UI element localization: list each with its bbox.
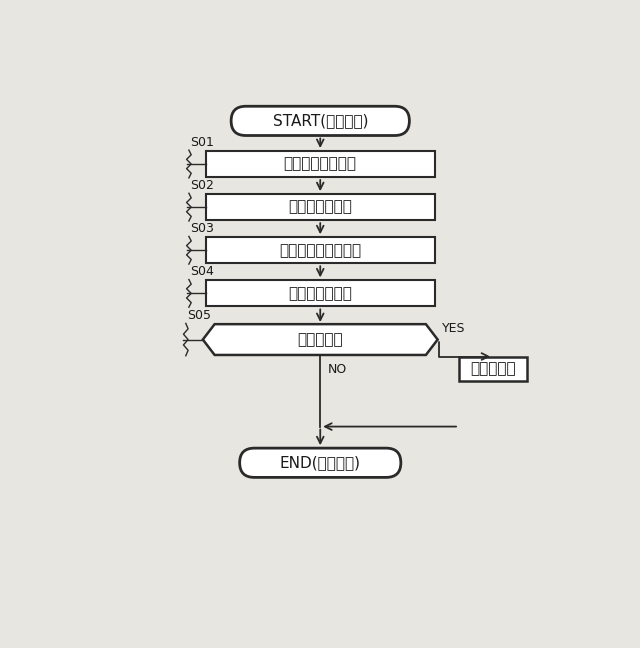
FancyBboxPatch shape — [239, 448, 401, 478]
Bar — [206, 281, 435, 307]
Text: エラー検知: エラー検知 — [298, 332, 343, 347]
Text: S01: S01 — [191, 135, 214, 148]
Text: 応答電流の検出: 応答電流の検出 — [288, 200, 352, 214]
Text: YES: YES — [442, 322, 466, 335]
Text: S02: S02 — [191, 179, 214, 192]
Text: 作用極へ電圧印加: 作用極へ電圧印加 — [284, 157, 356, 172]
Text: START(測定開始): START(測定開始) — [273, 113, 368, 128]
Text: END(測定終了): END(測定終了) — [280, 456, 361, 470]
Bar — [206, 151, 435, 177]
Text: エラー表示: エラー表示 — [470, 362, 516, 376]
Bar — [459, 356, 527, 381]
Polygon shape — [203, 324, 438, 355]
Bar — [206, 237, 435, 263]
Text: S04: S04 — [191, 265, 214, 278]
Text: NO: NO — [328, 363, 348, 376]
Text: S05: S05 — [188, 309, 211, 322]
FancyBboxPatch shape — [231, 106, 410, 135]
Text: S03: S03 — [191, 222, 214, 235]
Text: データ通信処理: データ通信処理 — [288, 286, 352, 301]
Bar — [206, 194, 435, 220]
Text: グルコース濃度演算: グルコース濃度演算 — [279, 243, 362, 258]
